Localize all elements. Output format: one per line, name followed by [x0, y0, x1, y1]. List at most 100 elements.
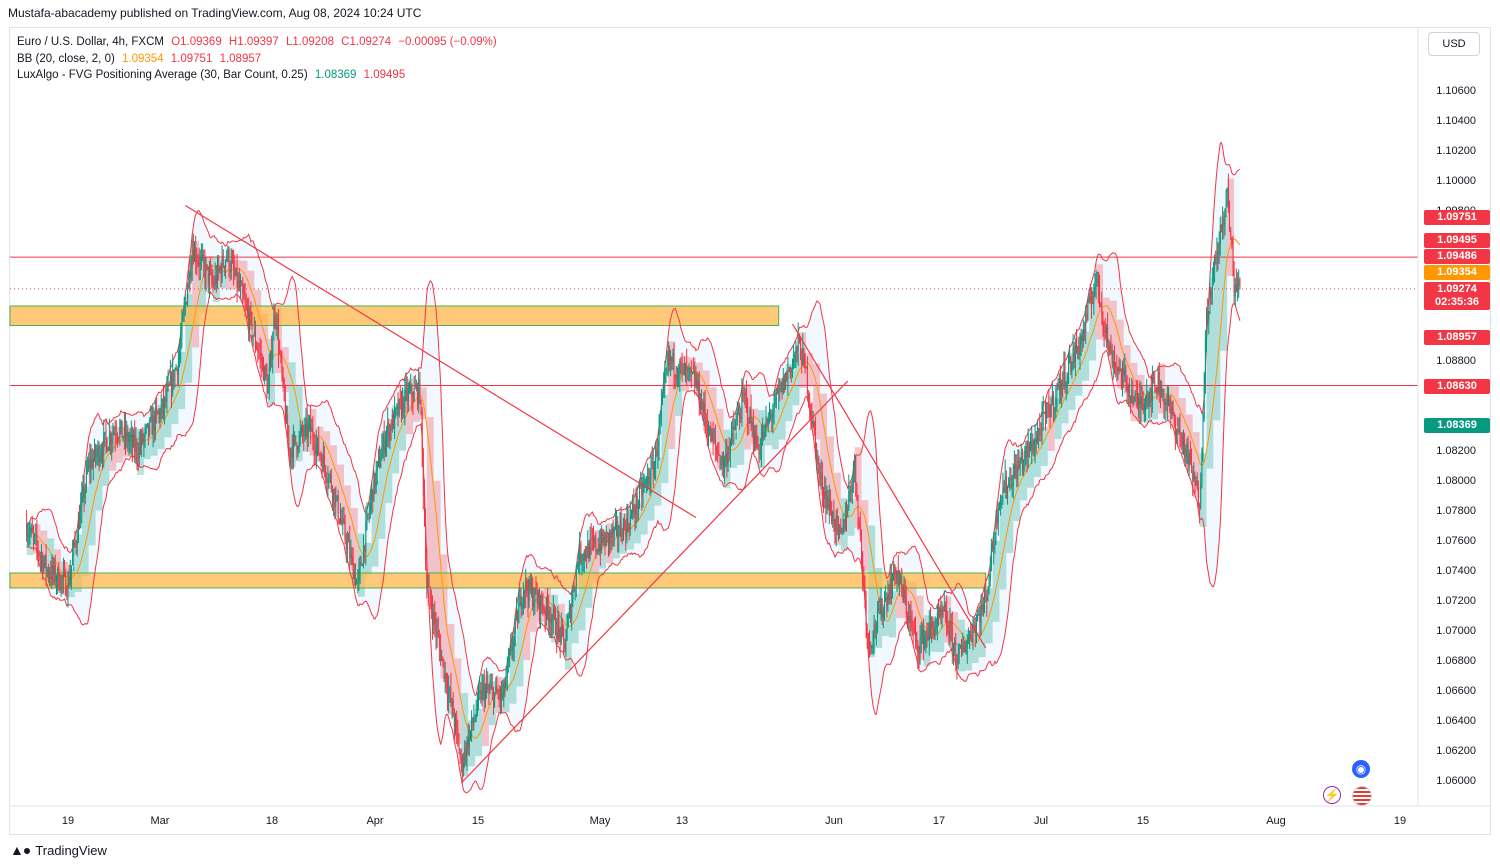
fvg-average-block	[668, 341, 676, 450]
candle-body	[1108, 342, 1110, 353]
candle-body	[513, 632, 515, 647]
candle-body	[123, 426, 125, 438]
us-flag-icon[interactable]	[1352, 786, 1372, 806]
candle-body	[717, 450, 719, 455]
candle-body	[802, 349, 804, 365]
candle-body	[940, 608, 942, 615]
candle-body	[364, 545, 366, 552]
candle-body	[1040, 430, 1042, 436]
candle-body	[751, 422, 753, 427]
candle-body	[1107, 327, 1109, 343]
candle-body	[105, 432, 107, 440]
candle-body	[311, 428, 313, 432]
candle-body	[435, 623, 437, 635]
candle-body	[915, 631, 916, 633]
candle-body	[245, 302, 247, 307]
candle-body	[374, 473, 376, 487]
candle-body	[925, 634, 927, 638]
candle-body	[527, 591, 529, 601]
candle-body	[1054, 407, 1056, 411]
candle-body	[956, 660, 958, 665]
candle-body	[1169, 399, 1171, 407]
candle-body	[403, 397, 405, 412]
candle-body	[570, 607, 571, 619]
candle-body	[1157, 372, 1159, 393]
candle-body	[1184, 439, 1186, 458]
candle-body	[98, 446, 100, 463]
candle-body	[1034, 437, 1036, 450]
candle-body	[525, 580, 527, 593]
candle-body	[111, 439, 113, 445]
candle-body	[1162, 389, 1164, 393]
candle-body	[476, 695, 478, 713]
candle-body	[702, 401, 704, 413]
price-tag: 02:35:36	[1424, 295, 1490, 310]
candle-body	[271, 351, 273, 360]
candle-body	[1168, 399, 1169, 402]
candle-body	[793, 360, 795, 363]
candle-body	[700, 405, 701, 410]
fvg-average-block	[323, 431, 331, 474]
candle-body	[720, 463, 722, 466]
candle-body	[1079, 344, 1081, 355]
lightning-icon[interactable]: ⚡	[1323, 786, 1341, 804]
candle-body	[237, 280, 239, 288]
candle-body	[740, 417, 742, 419]
candle-body	[296, 443, 298, 452]
footer-brand[interactable]: ▲● TradingView	[10, 842, 107, 858]
candle-body	[69, 574, 71, 585]
chart-legend: Euro / U.S. Dollar, 4h, FXCM O1.09369 H1…	[17, 34, 497, 84]
candle-body	[275, 316, 277, 330]
candle-body	[406, 387, 408, 401]
candle-body	[743, 393, 745, 395]
candle-body	[984, 594, 985, 604]
candle-body	[780, 382, 782, 389]
candle-body	[67, 579, 69, 597]
candle-body	[1022, 457, 1023, 468]
legend-bb-row[interactable]: BB (20, close, 2, 0) 1.09354 1.09751 1.0…	[17, 51, 497, 68]
candle-body	[637, 502, 639, 509]
candle-body	[974, 624, 976, 633]
legend-luxalgo-row[interactable]: LuxAlgo - FVG Positioning Average (30, B…	[17, 67, 497, 84]
candle-body	[352, 556, 354, 580]
candle-body	[282, 374, 284, 379]
candle-body	[712, 432, 714, 440]
candle-body	[396, 405, 398, 409]
legend-symbol-row[interactable]: Euro / U.S. Dollar, 4h, FXCM O1.09369 H1…	[17, 34, 497, 51]
candle-body	[131, 434, 133, 447]
candle-body	[520, 595, 522, 609]
fvg-average-block	[1130, 362, 1138, 422]
candle-body	[675, 375, 677, 379]
y-tick-label: 1.07400	[1436, 565, 1476, 577]
globe-icon[interactable]: ◉	[1352, 760, 1370, 778]
candle-body	[1024, 449, 1026, 460]
candle-body	[624, 522, 626, 527]
candle-body	[792, 362, 793, 373]
candle-body	[772, 412, 774, 418]
candle-body	[181, 320, 183, 339]
candle-body	[337, 495, 339, 519]
fvg-average-block	[1082, 331, 1090, 381]
candle-body	[946, 608, 948, 626]
candle-body	[443, 659, 445, 679]
currency-button[interactable]: USD	[1428, 32, 1480, 56]
candle-body	[757, 447, 759, 450]
candle-body	[977, 616, 979, 621]
candle-body	[314, 450, 316, 454]
candle-body	[274, 316, 276, 318]
candle-body	[665, 369, 667, 376]
candle-body	[1114, 361, 1115, 363]
candle-body	[544, 611, 546, 616]
fvg-average-block	[1109, 300, 1117, 364]
candle-body	[307, 423, 309, 437]
candle-body	[847, 507, 849, 517]
fvg-average-block	[640, 475, 648, 535]
candle-body	[1005, 475, 1007, 493]
candle-body	[1133, 400, 1135, 405]
candle-body	[1020, 457, 1022, 461]
candle-body	[1051, 393, 1053, 405]
candle-body	[993, 544, 995, 550]
candle-body	[872, 640, 874, 646]
candle-body	[390, 425, 392, 431]
